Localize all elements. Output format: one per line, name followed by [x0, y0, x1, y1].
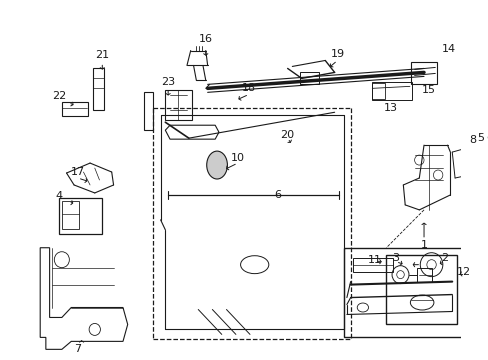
Text: 13: 13	[383, 103, 397, 113]
Text: 6: 6	[274, 190, 281, 200]
Ellipse shape	[206, 151, 227, 179]
Text: 7: 7	[74, 345, 81, 354]
Bar	[353, 258, 392, 272]
Text: 14: 14	[441, 44, 455, 54]
Bar	[61, 102, 88, 116]
Text: 18: 18	[242, 84, 256, 93]
Text: 1: 1	[420, 240, 427, 250]
Text: 4: 4	[55, 191, 62, 201]
Text: 12: 12	[455, 267, 469, 276]
Text: 9: 9	[486, 135, 488, 145]
Text: 2: 2	[440, 253, 447, 263]
Bar	[386, 255, 456, 324]
Bar	[371, 84, 385, 99]
Bar	[410, 62, 436, 84]
Text: 20: 20	[280, 130, 294, 140]
Bar	[165, 90, 191, 120]
Text: 11: 11	[367, 255, 381, 265]
Text: 21: 21	[95, 50, 109, 60]
Text: 17: 17	[71, 167, 85, 177]
Bar	[344, 248, 488, 337]
Bar	[61, 201, 79, 229]
Text: 23: 23	[161, 77, 175, 87]
Text: 8: 8	[468, 135, 475, 145]
Text: 5: 5	[476, 133, 483, 143]
Text: 10: 10	[230, 153, 244, 163]
Text: 3: 3	[391, 253, 399, 263]
Text: 19: 19	[330, 49, 344, 59]
Bar	[371, 82, 411, 100]
Bar	[143, 92, 153, 130]
Text: 16: 16	[198, 33, 212, 44]
Bar	[59, 198, 102, 234]
Bar	[93, 68, 104, 110]
Text: 22: 22	[52, 91, 66, 101]
Bar	[416, 268, 431, 282]
Text: 15: 15	[421, 85, 435, 95]
Bar	[299, 72, 318, 84]
